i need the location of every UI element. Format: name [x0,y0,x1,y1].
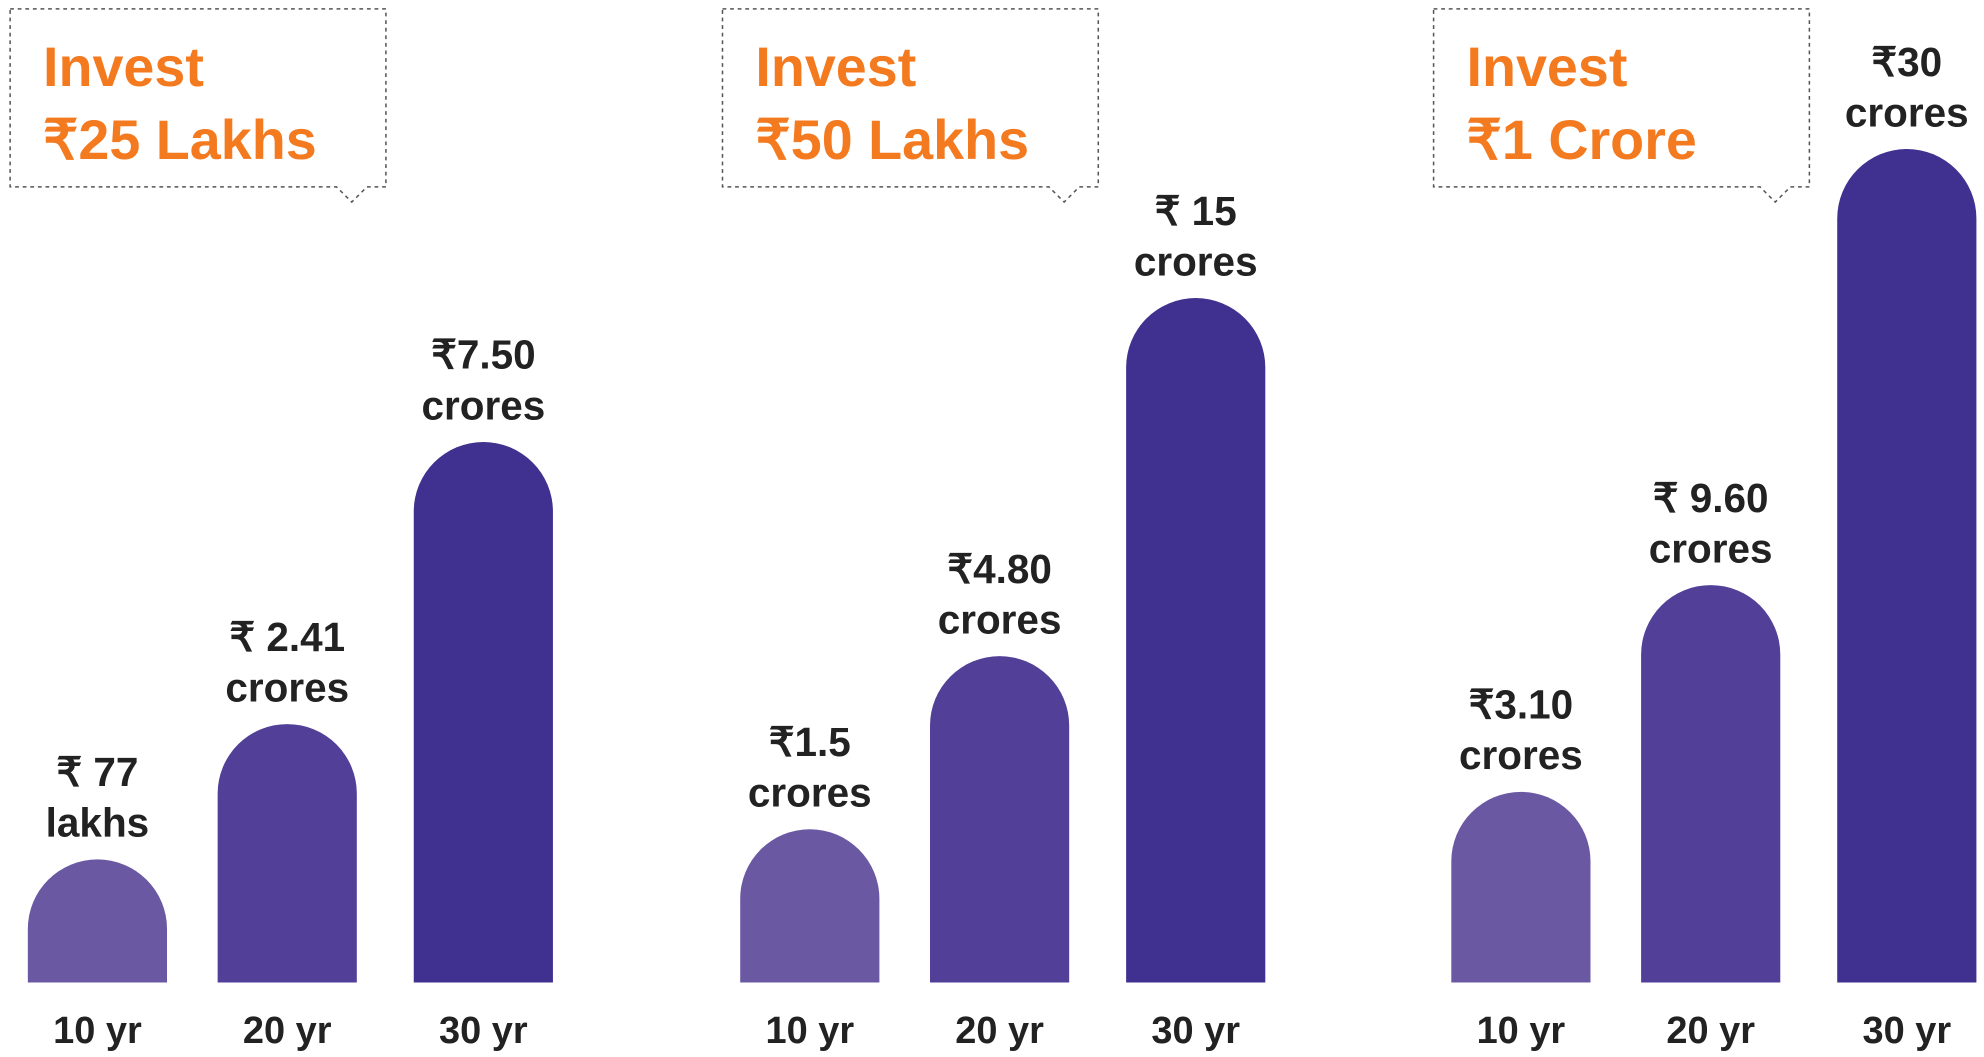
title-box [721,8,1100,204]
value-label: ₹ 2.41 [229,614,345,660]
bar [1451,791,1591,983]
value-label: ₹1.5 [769,719,851,765]
value-label: crores [1134,238,1258,284]
category-label: 20 yr [1666,1010,1755,1052]
value-label: crores [938,596,1062,642]
value-label: crores [1459,732,1583,778]
value-label: crores [1845,89,1969,135]
value-label: crores [1649,525,1773,571]
bar [930,656,1070,983]
value-label: ₹3.10 [1469,682,1574,728]
bar [1837,149,1977,983]
category-label: 10 yr [53,1010,142,1052]
bar [1641,585,1781,983]
value-label: ₹ 9.60 [1653,475,1769,521]
category-label: 30 yr [1151,1010,1240,1052]
bar [413,441,553,983]
value-label: crores [748,770,872,816]
value-label: ₹7.50 [431,332,536,378]
chart-subtitle: ₹25 Lakhs [43,109,317,171]
title-box [1432,8,1811,204]
category-label: 10 yr [765,1010,854,1052]
category-label: 20 yr [243,1010,332,1052]
value-label: ₹4.80 [947,546,1052,592]
category-label: 10 yr [1477,1010,1566,1052]
category-label: 30 yr [1863,1010,1952,1052]
bar [217,724,357,983]
value-label: ₹ 77 [56,749,138,795]
value-label: ₹ 15 [1155,188,1237,234]
value-label: crores [225,664,349,710]
value-label: ₹30 [1871,39,1942,85]
category-label: 20 yr [955,1010,1044,1052]
bar [27,859,168,983]
chart-title: Invest [755,36,916,98]
bar [740,829,880,983]
chart-title: Invest [1466,36,1627,98]
chart-subtitle: ₹50 Lakhs [755,109,1029,171]
chart-subtitle: ₹1 Crore [1466,109,1696,171]
chart-title: Invest [43,36,204,98]
value-label: lakhs [46,800,150,846]
bar [1126,298,1266,983]
category-label: 30 yr [439,1010,528,1052]
title-box [9,8,387,204]
value-label: crores [421,382,545,428]
